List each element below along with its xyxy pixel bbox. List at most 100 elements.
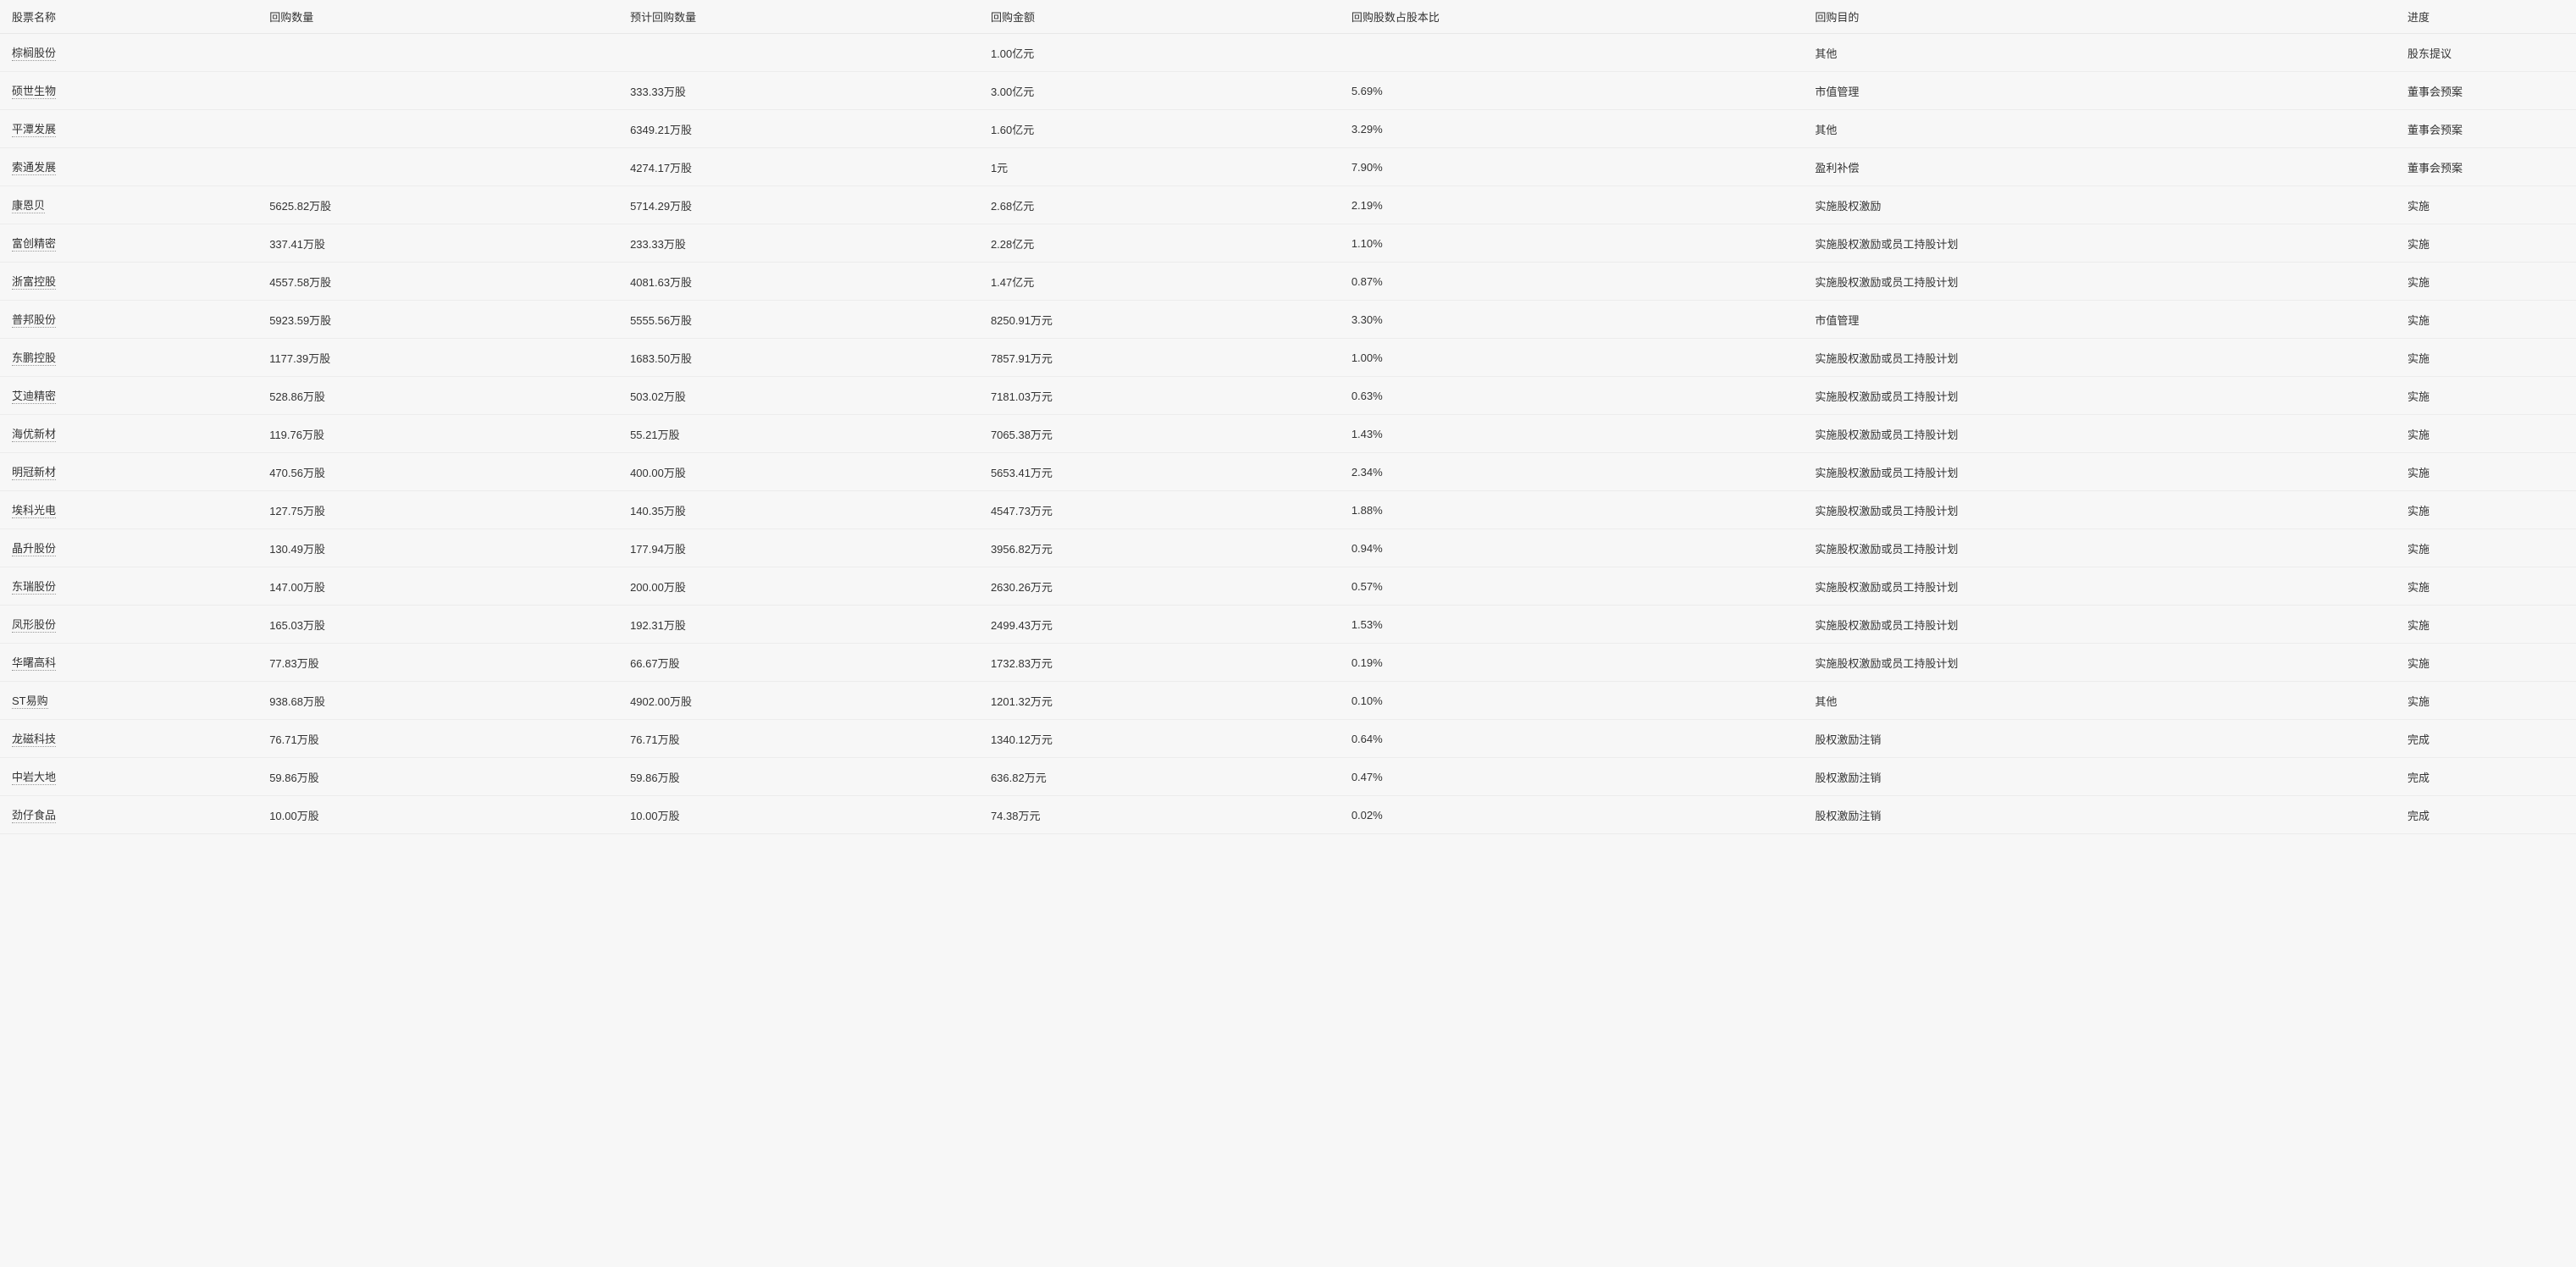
table-row[interactable]: 劲仔食品10.00万股10.00万股74.38万元0.02%股权激励注销完成 <box>0 796 2576 834</box>
cell-buyback-amount: 1.00亿元 <box>979 34 1340 72</box>
cell-buyback-purpose: 其他 <box>1803 34 2396 72</box>
cell-buyback-purpose: 实施股权激励或员工持股计划 <box>1803 224 2396 263</box>
table-row[interactable]: 龙磁科技76.71万股76.71万股1340.12万元0.64%股权激励注销完成 <box>0 720 2576 758</box>
cell-est-buyback-qty: 5714.29万股 <box>618 186 979 224</box>
cell-progress: 董事会预案 <box>2396 110 2576 148</box>
cell-buyback-qty: 76.71万股 <box>257 720 618 758</box>
stock-name-link[interactable]: 中岩大地 <box>12 768 56 785</box>
cell-est-buyback-qty: 4902.00万股 <box>618 682 979 720</box>
cell-buyback-purpose: 实施股权激励或员工持股计划 <box>1803 415 2396 453</box>
cell-buyback-purpose: 其他 <box>1803 682 2396 720</box>
table-row[interactable]: 艾迪精密528.86万股503.02万股7181.03万元0.63%实施股权激励… <box>0 377 2576 415</box>
cell-buyback-qty: 10.00万股 <box>257 796 618 834</box>
cell-share-ratio: 0.64% <box>1340 720 1804 758</box>
cell-stock-name: 凤形股份 <box>0 606 257 644</box>
stock-name-link[interactable]: 明冠新材 <box>12 463 56 480</box>
cell-share-ratio: 7.90% <box>1340 148 1804 186</box>
cell-share-ratio: 0.02% <box>1340 796 1804 834</box>
cell-progress: 股东提议 <box>2396 34 2576 72</box>
table-row[interactable]: 东瑞股份147.00万股200.00万股2630.26万元0.57%实施股权激励… <box>0 567 2576 606</box>
table-row[interactable]: ST易购938.68万股4902.00万股1201.32万元0.10%其他实施 <box>0 682 2576 720</box>
table-row[interactable]: 凤形股份165.03万股192.31万股2499.43万元1.53%实施股权激励… <box>0 606 2576 644</box>
stock-name-link[interactable]: 平潭发展 <box>12 120 56 137</box>
table-row[interactable]: 东鹏控股1177.39万股1683.50万股7857.91万元1.00%实施股权… <box>0 339 2576 377</box>
cell-buyback-purpose: 其他 <box>1803 110 2396 148</box>
cell-est-buyback-qty: 6349.21万股 <box>618 110 979 148</box>
table-row[interactable]: 普邦股份5923.59万股5555.56万股8250.91万元3.30%市值管理… <box>0 301 2576 339</box>
stock-name-link[interactable]: 硕世生物 <box>12 82 56 99</box>
cell-stock-name: 东瑞股份 <box>0 567 257 606</box>
cell-share-ratio: 2.34% <box>1340 453 1804 491</box>
table-row[interactable]: 海优新材119.76万股55.21万股7065.38万元1.43%实施股权激励或… <box>0 415 2576 453</box>
cell-buyback-qty: 4557.58万股 <box>257 263 618 301</box>
cell-buyback-amount: 2.68亿元 <box>979 186 1340 224</box>
table-row[interactable]: 明冠新材470.56万股400.00万股5653.41万元2.34%实施股权激励… <box>0 453 2576 491</box>
stock-name-link[interactable]: 索通发展 <box>12 158 56 175</box>
cell-stock-name: 康恩贝 <box>0 186 257 224</box>
stock-name-link[interactable]: 艾迪精密 <box>12 387 56 404</box>
cell-stock-name: 海优新材 <box>0 415 257 453</box>
header-buyback-qty[interactable]: 回购数量 <box>257 0 618 34</box>
stock-name-link[interactable]: 龙磁科技 <box>12 730 56 747</box>
cell-buyback-qty: 337.41万股 <box>257 224 618 263</box>
cell-buyback-amount: 3.00亿元 <box>979 72 1340 110</box>
table-row[interactable]: 硕世生物333.33万股3.00亿元5.69%市值管理董事会预案 <box>0 72 2576 110</box>
cell-share-ratio: 5.69% <box>1340 72 1804 110</box>
cell-stock-name: 华曙高科 <box>0 644 257 682</box>
stock-name-link[interactable]: ST易购 <box>12 692 48 709</box>
header-est-buyback-qty[interactable]: 预计回购数量 <box>618 0 979 34</box>
stock-name-link[interactable]: 普邦股份 <box>12 311 56 328</box>
cell-progress: 实施 <box>2396 339 2576 377</box>
stock-name-link[interactable]: 东鹏控股 <box>12 349 56 366</box>
table-row[interactable]: 浙富控股4557.58万股4081.63万股1.47亿元0.87%实施股权激励或… <box>0 263 2576 301</box>
header-buyback-amount[interactable]: 回购金额 <box>979 0 1340 34</box>
stock-name-link[interactable]: 富创精密 <box>12 235 56 252</box>
header-stock-name[interactable]: 股票名称 <box>0 0 257 34</box>
stock-name-link[interactable]: 海优新材 <box>12 425 56 442</box>
cell-buyback-qty: 470.56万股 <box>257 453 618 491</box>
cell-buyback-purpose: 实施股权激励或员工持股计划 <box>1803 263 2396 301</box>
cell-progress: 实施 <box>2396 644 2576 682</box>
cell-progress: 实施 <box>2396 682 2576 720</box>
cell-progress: 实施 <box>2396 453 2576 491</box>
stock-name-link[interactable]: 晶升股份 <box>12 539 56 556</box>
cell-stock-name: 劲仔食品 <box>0 796 257 834</box>
cell-share-ratio: 0.94% <box>1340 529 1804 567</box>
cell-share-ratio: 1.88% <box>1340 491 1804 529</box>
cell-share-ratio: 0.63% <box>1340 377 1804 415</box>
stock-name-link[interactable]: 凤形股份 <box>12 616 56 633</box>
cell-stock-name: ST易购 <box>0 682 257 720</box>
table-row[interactable]: 埃科光电127.75万股140.35万股4547.73万元1.88%实施股权激励… <box>0 491 2576 529</box>
cell-buyback-amount: 1.60亿元 <box>979 110 1340 148</box>
cell-share-ratio: 1.10% <box>1340 224 1804 263</box>
table-row[interactable]: 晶升股份130.49万股177.94万股3956.82万元0.94%实施股权激励… <box>0 529 2576 567</box>
table-row[interactable]: 棕榈股份 1.00亿元 其他股东提议 <box>0 34 2576 72</box>
cell-est-buyback-qty: 233.33万股 <box>618 224 979 263</box>
cell-share-ratio: 0.10% <box>1340 682 1804 720</box>
cell-progress: 实施 <box>2396 606 2576 644</box>
cell-buyback-purpose: 实施股权激励或员工持股计划 <box>1803 377 2396 415</box>
header-share-ratio[interactable]: 回购股数占股本比 <box>1340 0 1804 34</box>
stock-name-link[interactable]: 劲仔食品 <box>12 806 56 823</box>
cell-est-buyback-qty: 1683.50万股 <box>618 339 979 377</box>
stock-name-link[interactable]: 华曙高科 <box>12 654 56 671</box>
table-row[interactable]: 富创精密337.41万股233.33万股2.28亿元1.10%实施股权激励或员工… <box>0 224 2576 263</box>
table-row[interactable]: 平潭发展6349.21万股1.60亿元3.29%其他董事会预案 <box>0 110 2576 148</box>
table-row[interactable]: 华曙高科77.83万股66.67万股1732.83万元0.19%实施股权激励或员… <box>0 644 2576 682</box>
cell-est-buyback-qty <box>618 34 979 72</box>
stock-name-link[interactable]: 棕榈股份 <box>12 44 56 61</box>
header-buyback-purpose[interactable]: 回购目的 <box>1803 0 2396 34</box>
header-progress[interactable]: 进度 <box>2396 0 2576 34</box>
stock-name-link[interactable]: 埃科光电 <box>12 501 56 518</box>
stock-name-link[interactable]: 东瑞股份 <box>12 578 56 595</box>
table-row[interactable]: 索通发展4274.17万股1元7.90%盈利补偿董事会预案 <box>0 148 2576 186</box>
stock-name-link[interactable]: 浙富控股 <box>12 273 56 290</box>
cell-progress: 完成 <box>2396 720 2576 758</box>
cell-share-ratio: 1.43% <box>1340 415 1804 453</box>
table-row[interactable]: 康恩贝5625.82万股5714.29万股2.68亿元2.19%实施股权激励实施 <box>0 186 2576 224</box>
cell-buyback-purpose: 实施股权激励或员工持股计划 <box>1803 567 2396 606</box>
buyback-table-container: 股票名称 回购数量 预计回购数量 回购金额 回购股数占股本比 回购目的 进度 棕… <box>0 0 2576 834</box>
stock-name-link[interactable]: 康恩贝 <box>12 196 45 213</box>
table-row[interactable]: 中岩大地59.86万股59.86万股636.82万元0.47%股权激励注销完成 <box>0 758 2576 796</box>
cell-share-ratio: 1.00% <box>1340 339 1804 377</box>
